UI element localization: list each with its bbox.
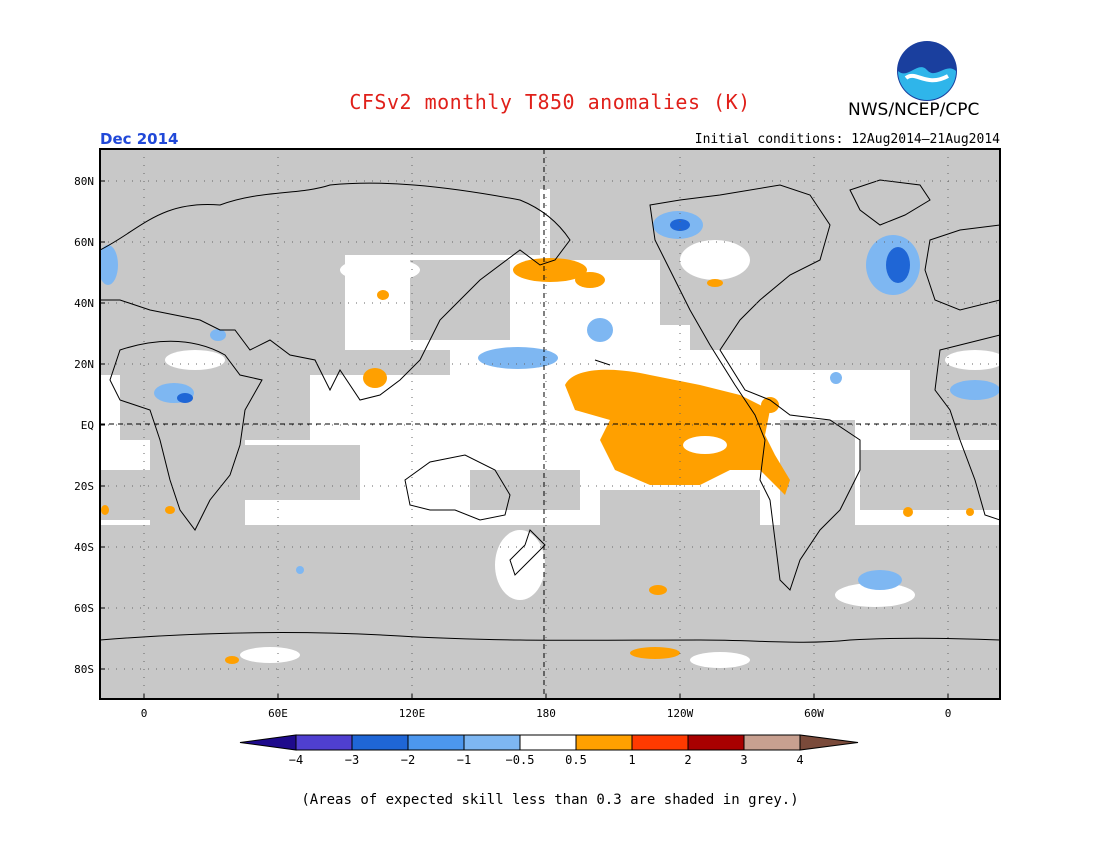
strong-cool-anomalies [177, 219, 910, 403]
weak-anomaly-hole [683, 436, 727, 454]
longitude-label: 120W [667, 707, 694, 720]
longitude-label: 120E [399, 707, 426, 720]
colorbar-label: 0.5 [565, 753, 587, 767]
longitude-label: 180 [536, 707, 556, 720]
longitude-label: 60W [804, 707, 824, 720]
colorbar-segment [687, 734, 745, 751]
latitude-label: 60N [74, 236, 94, 249]
colorbar-low-arrow [239, 734, 297, 751]
colorbar: −4 −3 −2 −1 −0.5 0.5 1 2 3 4 [239, 734, 859, 767]
warm-anomalies [101, 258, 974, 664]
latitude-label: 80S [74, 663, 94, 676]
noaa-logo [896, 40, 958, 102]
initial-conditions-label: Initial conditions: 12Aug2014–21Aug2014 [694, 132, 1000, 147]
colorbar-segment [351, 734, 409, 751]
colorbar-label: −1 [457, 753, 471, 767]
latitude-label: 40S [74, 541, 94, 554]
valid-month-label: Dec 2014 [100, 130, 179, 148]
colorbar-label: −4 [289, 753, 303, 767]
colorbar-segment [519, 734, 577, 751]
colorbar-segment [295, 734, 353, 751]
latitude-labels: 80N 60N 40N 20N EQ 20S 40S 60S 80S [74, 175, 105, 676]
map-canvas [100, 149, 1000, 699]
agency-label: NWS/NCEP/CPC [848, 100, 980, 120]
map-frame [99, 148, 1001, 700]
colorbar-high-arrow [799, 734, 859, 751]
colorbar-label: 2 [684, 753, 691, 767]
latitude-label: 20S [74, 480, 94, 493]
latitude-label: 40N [74, 297, 94, 310]
colorbar-label: −2 [401, 753, 415, 767]
colorbar-segment [407, 734, 465, 751]
skill-footnote: (Areas of expected skill less than 0.3 a… [301, 792, 799, 808]
colorbar-label: 3 [740, 753, 747, 767]
latitude-label: 80N [74, 175, 94, 188]
longitude-label: 60E [268, 707, 288, 720]
colorbar-segment [743, 734, 801, 751]
coastlines [100, 179, 1000, 643]
latitude-label: EQ [81, 419, 94, 432]
latitude-label: 20N [74, 358, 94, 371]
skillful-regions [165, 240, 1000, 668]
latitude-label: 60S [74, 602, 94, 615]
colorbar-label: 4 [796, 753, 803, 767]
map-title: CFSv2 monthly T850 anomalies (K) [349, 90, 751, 114]
colorbar-segment [631, 734, 689, 751]
longitude-labels: 0 60E 120E 180 120W 60W 0 [141, 694, 952, 720]
colorbar-label: −3 [345, 753, 359, 767]
longitude-label: 0 [945, 707, 952, 720]
colorbar-segment [575, 734, 633, 751]
colorbar-label: 1 [628, 753, 635, 767]
colorbar-label: −0.5 [506, 753, 535, 767]
longitude-label: 0 [141, 707, 148, 720]
colorbar-segment [463, 734, 521, 751]
